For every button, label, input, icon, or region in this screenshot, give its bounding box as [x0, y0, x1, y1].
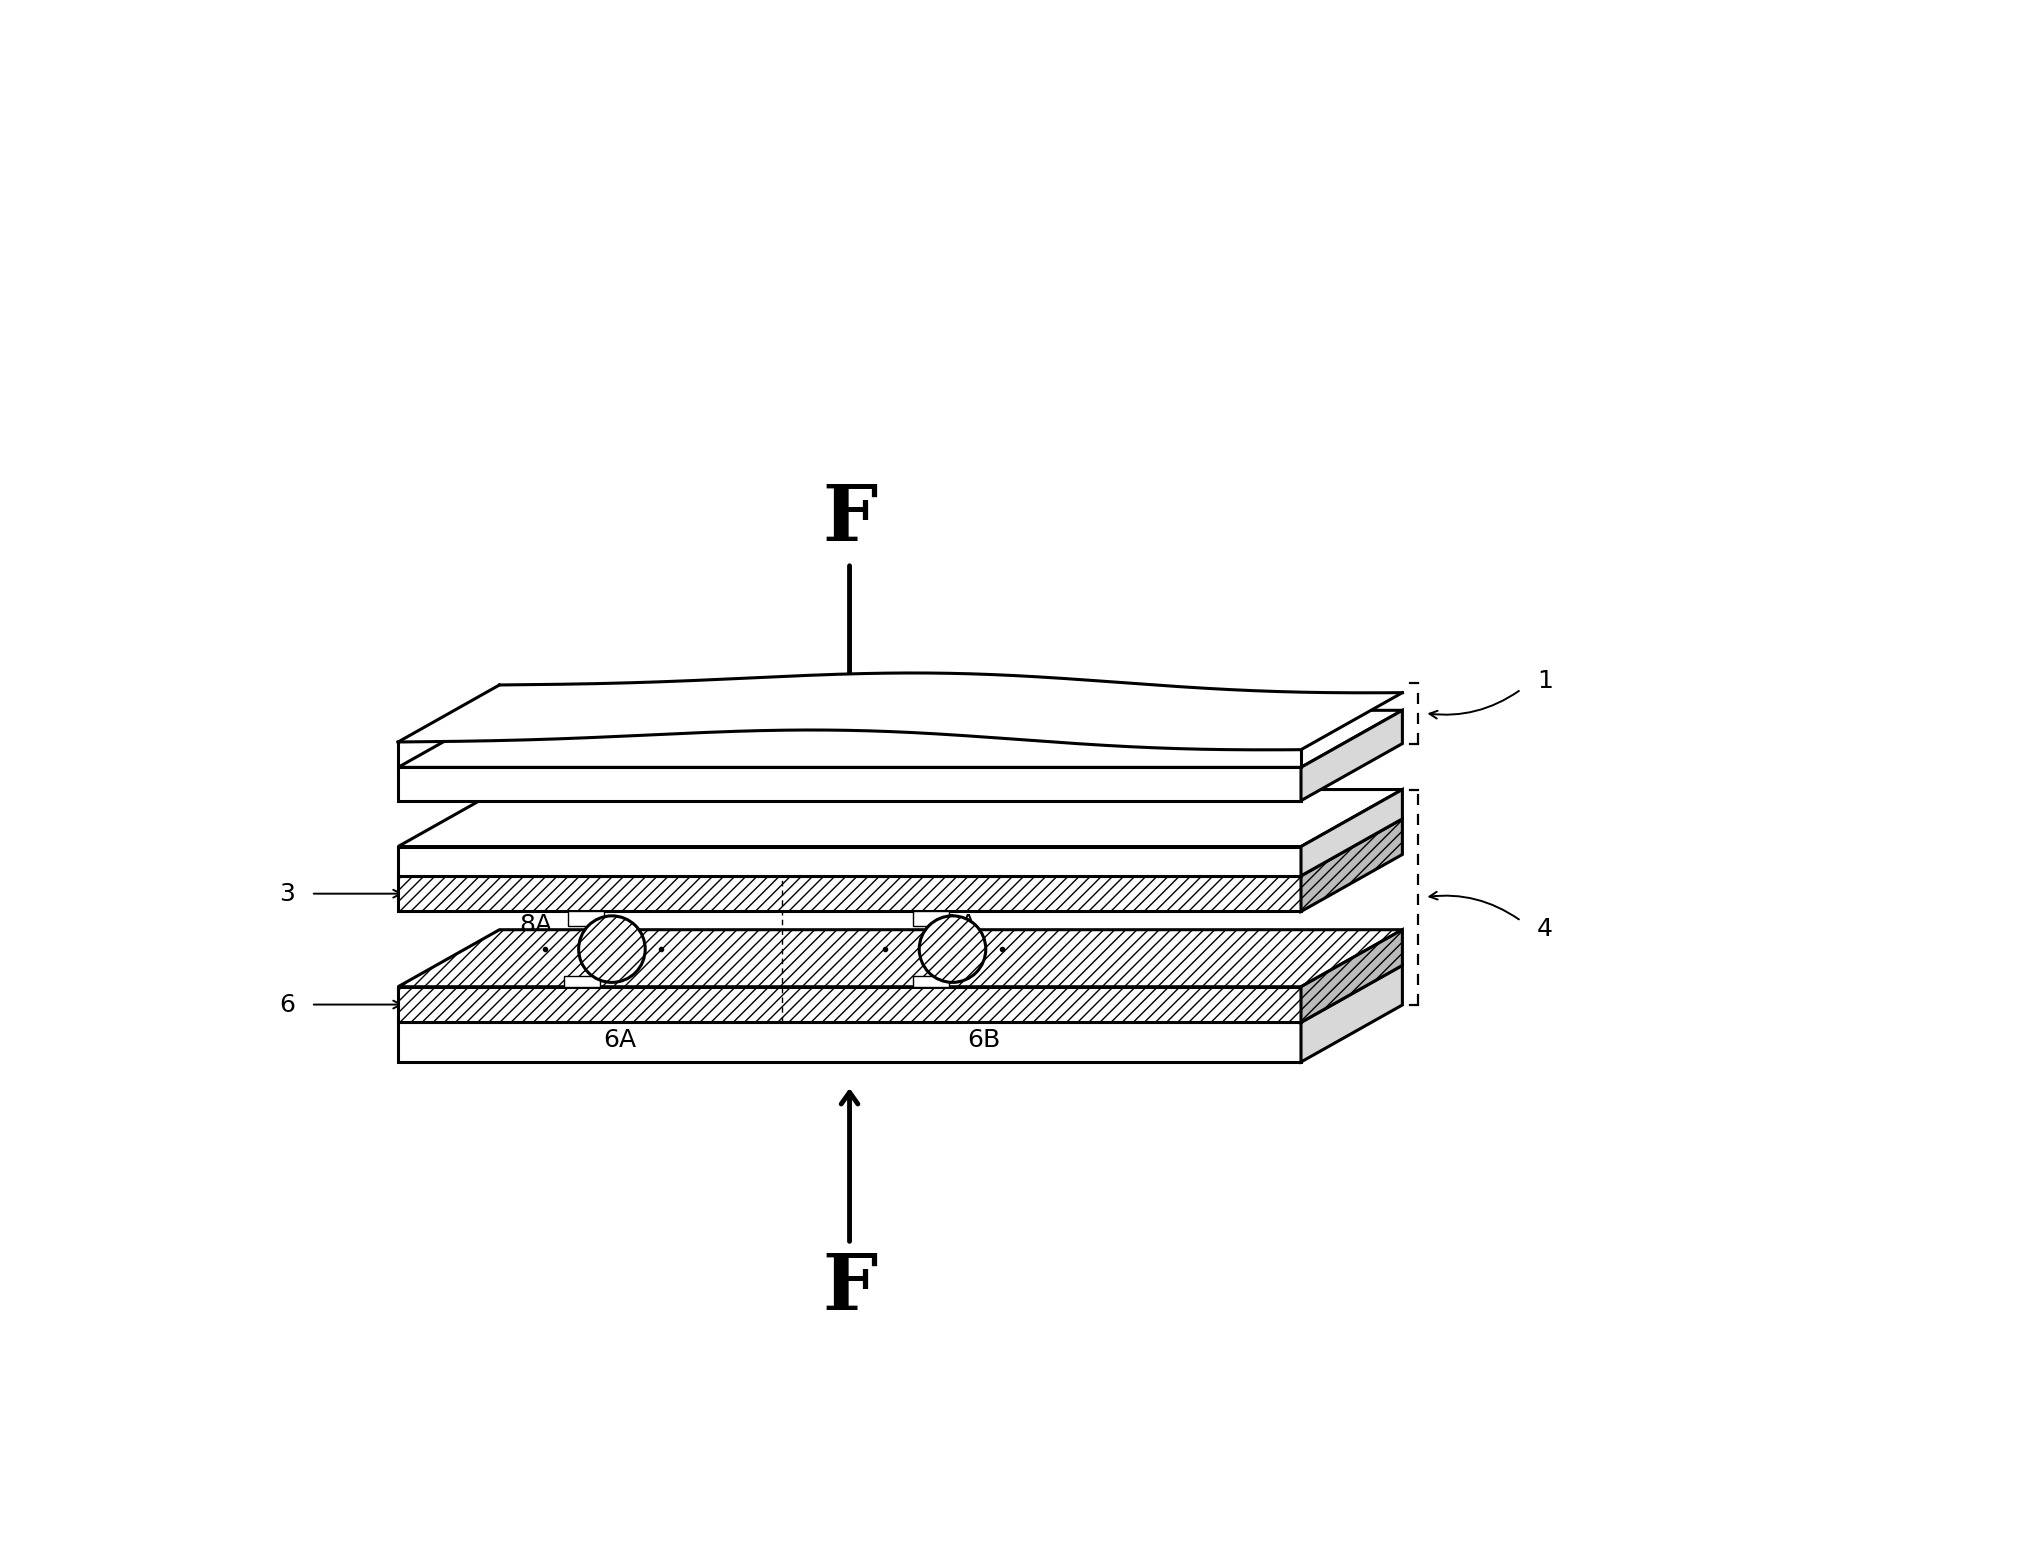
Text: 9: 9 [953, 946, 969, 971]
Text: 13: 13 [619, 959, 652, 982]
Text: 11B: 11B [995, 929, 1044, 953]
Polygon shape [399, 965, 1402, 1023]
Text: 3B: 3B [914, 878, 946, 901]
Text: 6B: 6B [967, 1027, 1002, 1052]
Text: 3A: 3A [597, 878, 630, 901]
Polygon shape [399, 1023, 1300, 1061]
Polygon shape [1300, 710, 1402, 800]
Text: 3: 3 [280, 881, 294, 906]
Polygon shape [1300, 819, 1402, 912]
Text: 11A: 11A [928, 914, 977, 937]
Polygon shape [1300, 965, 1402, 1061]
Text: 15: 15 [944, 959, 977, 982]
Text: 6A: 6A [603, 1027, 636, 1052]
Circle shape [578, 915, 646, 982]
Text: 8B: 8B [656, 929, 689, 953]
Bar [564, 976, 601, 987]
Polygon shape [399, 929, 1402, 987]
Polygon shape [399, 768, 1300, 800]
Polygon shape [399, 673, 1402, 751]
Circle shape [920, 915, 985, 982]
Polygon shape [1300, 789, 1402, 876]
Polygon shape [399, 819, 1402, 876]
Polygon shape [399, 912, 1300, 987]
Text: F: F [822, 1249, 877, 1326]
Text: 1: 1 [1537, 670, 1553, 693]
Polygon shape [399, 710, 1402, 768]
Polygon shape [399, 987, 1300, 1023]
Polygon shape [399, 876, 1300, 912]
Text: 6: 6 [280, 993, 294, 1016]
Polygon shape [399, 789, 1402, 847]
Text: 7: 7 [544, 939, 560, 963]
Bar [568, 912, 605, 926]
Text: 4: 4 [1537, 917, 1553, 940]
Text: 8A: 8A [519, 914, 552, 937]
Polygon shape [399, 847, 1300, 876]
Bar [914, 976, 948, 987]
Polygon shape [1300, 929, 1402, 1023]
Text: F: F [822, 482, 877, 558]
Text: 12: 12 [529, 864, 560, 887]
Bar [914, 912, 948, 926]
Text: 14: 14 [928, 864, 961, 887]
